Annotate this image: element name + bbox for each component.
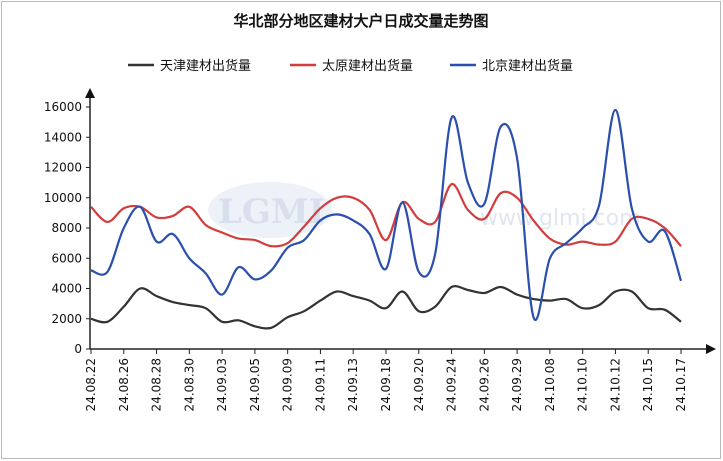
y-tick-label: 10000 xyxy=(44,191,82,205)
x-tick-label: 24.08.26 xyxy=(117,358,131,411)
legend-label: 北京建材出货量 xyxy=(482,58,573,74)
y-ticks: 0 2000 4000 6000 8000 10000 12000 14000 16000 xyxy=(44,100,90,356)
y-tick-label: 8000 xyxy=(51,221,82,235)
watermark: LGMI www.glmi.com xyxy=(208,182,641,238)
y-tick-label: 0 xyxy=(74,342,82,356)
y-tick-label: 16000 xyxy=(44,100,82,114)
x-tick-label: 24.09.18 xyxy=(379,358,393,411)
x-tick-label: 24.09.09 xyxy=(281,358,295,411)
x-tick-label: 24.10.17 xyxy=(674,358,688,411)
x-tick-label: 24.09.20 xyxy=(412,358,426,411)
x-tick-label: 24.10.12 xyxy=(608,358,622,411)
x-axis-arrow xyxy=(706,344,716,354)
series-line-1 xyxy=(90,183,682,248)
x-tick-label: 24.08.22 xyxy=(84,358,98,411)
watermark-logo: LGMI xyxy=(218,192,324,232)
y-axis-arrow xyxy=(85,88,95,98)
series-line-0 xyxy=(90,285,682,330)
y-tick-label: 14000 xyxy=(44,130,82,144)
x-tick-label: 24.09.05 xyxy=(248,358,262,411)
x-tick-label: 24.09.13 xyxy=(346,358,360,411)
series-line-2 xyxy=(90,108,683,322)
chart-title: 华北部分地区建材大户日成交量走势图 xyxy=(233,12,488,30)
watermark-site: www.glmi.com xyxy=(480,206,641,231)
series-lines xyxy=(90,108,683,330)
x-tick-label: 24.09.29 xyxy=(510,358,524,411)
x-tick-label: 24.09.03 xyxy=(215,358,229,411)
x-tick-label: 24.10.08 xyxy=(543,358,557,411)
x-tick-label: 24.09.26 xyxy=(477,358,491,411)
legend-label: 天津建材出货量 xyxy=(160,58,251,74)
x-ticks: 24.08.22 24.08.26 24.08.28 24.08.30 24.09.03… xyxy=(84,349,688,411)
legend: 天津建材出货量 太原建材出货量 北京建材出货量 xyxy=(128,58,573,74)
y-tick-label: 2000 xyxy=(51,312,82,326)
x-tick-label: 24.09.11 xyxy=(313,358,327,411)
x-tick-label: 24.08.30 xyxy=(182,358,196,411)
y-tick-label: 4000 xyxy=(51,282,82,296)
legend-label: 太原建材出货量 xyxy=(322,58,413,74)
x-tick-label: 24.09.24 xyxy=(445,358,459,411)
x-tick-label: 24.10.10 xyxy=(576,358,590,411)
y-tick-label: 12000 xyxy=(44,161,82,175)
y-tick-label: 6000 xyxy=(51,251,82,265)
x-tick-label: 24.08.28 xyxy=(150,358,164,411)
x-tick-label: 24.10.15 xyxy=(641,358,655,411)
